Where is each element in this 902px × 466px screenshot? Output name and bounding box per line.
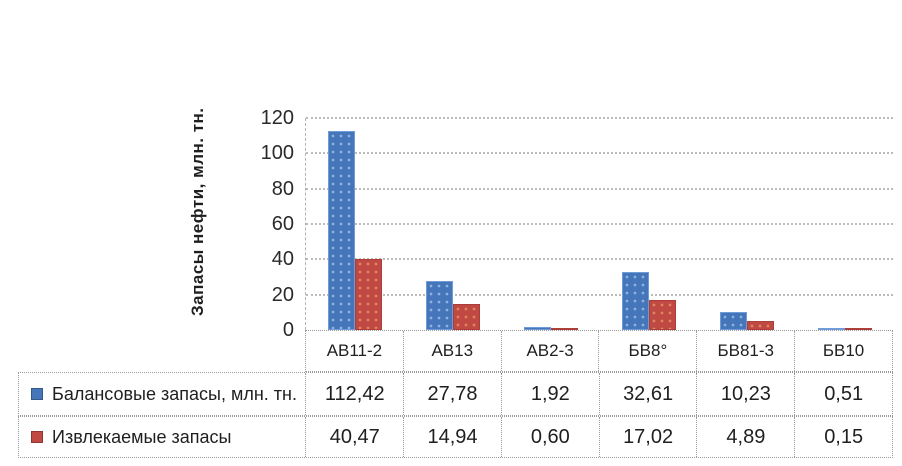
bar-series1-БВ10 (845, 328, 872, 330)
series-label-cell: Извлекаемые запасы (19, 417, 305, 457)
value-cell: 14,94 (403, 417, 501, 457)
value-cell: 32,61 (598, 373, 697, 415)
category-label-АВ13: АВ13 (402, 331, 501, 371)
category-label-БВ81-3: БВ81-3 (696, 331, 794, 371)
gridline-100 (306, 152, 893, 155)
y-tick-label-40: 40 (271, 248, 294, 271)
y-tick-label-80: 80 (271, 177, 294, 200)
y-tick-label-120: 120 (260, 107, 294, 129)
category-label-БВ10: БВ10 (794, 331, 892, 371)
value-cell: 1,92 (500, 373, 599, 415)
plot-area (305, 117, 893, 330)
value-cell: 10,23 (696, 373, 794, 415)
series-label: Балансовые запасы, млн. тн. (52, 383, 297, 404)
bar-series0-АВ2-3 (524, 326, 551, 330)
value-cell: 0,51 (794, 373, 892, 415)
series-label: Извлекаемые запасы (52, 426, 232, 447)
legend-marker-icon (31, 431, 43, 443)
bar-series1-АВ11-2 (355, 258, 382, 330)
y-axis-title: Запасы нефти, млн. тн. (188, 107, 207, 317)
bar-series0-БВ8° (622, 272, 649, 330)
gridline-80 (306, 187, 893, 190)
y-tick-label-100: 100 (260, 142, 294, 165)
bar-series1-БВ81-3 (747, 321, 774, 330)
bar-series0-АВ13 (426, 280, 453, 330)
gridline-40 (306, 258, 893, 261)
bar-series0-АВ11-2 (328, 131, 355, 330)
y-tick-label-0: 0 (282, 319, 294, 341)
gridline-20 (306, 293, 893, 296)
value-cell: 0,60 (500, 417, 599, 457)
value-cell: 0,15 (794, 417, 892, 457)
category-label-БВ8°: БВ8° (598, 331, 696, 371)
gridline-120 (306, 117, 893, 119)
table-row: Балансовые запасы, млн. тн. 112,42 27,78 1,… (18, 372, 893, 416)
value-cell: 40,47 (305, 417, 403, 457)
bar-series1-БВ8° (649, 299, 676, 330)
category-label-АВ11-2: АВ11-2 (326, 341, 383, 360)
value-cell: 112,42 (305, 373, 403, 415)
bar-series0-БВ81-3 (720, 311, 747, 330)
bar-series1-АВ13 (453, 303, 480, 330)
legend-marker-icon (31, 388, 43, 400)
value-cell: 27,78 (403, 373, 501, 415)
y-tick-label-60: 60 (271, 213, 294, 235)
y-tick-label-20: 20 (271, 283, 294, 306)
bar-series1-АВ2-3 (551, 328, 578, 330)
value-cell: 4,89 (696, 417, 794, 457)
value-cell: 17,02 (598, 417, 697, 457)
series-label-cell: Балансовые запасы, млн. тн. (19, 373, 305, 415)
category-header-row: АВ11-2 АВ13 АВ2-3 БВ8° БВ81-3 БВ10 (305, 330, 893, 372)
bar-series0-БВ10 (818, 328, 845, 330)
gridline-60 (306, 223, 893, 225)
table-row: Извлекаемые запасы 40,47 14,94 0,60 17,02 4,8… (18, 416, 893, 458)
category-label-АВ2-3: АВ2-3 (500, 331, 599, 371)
